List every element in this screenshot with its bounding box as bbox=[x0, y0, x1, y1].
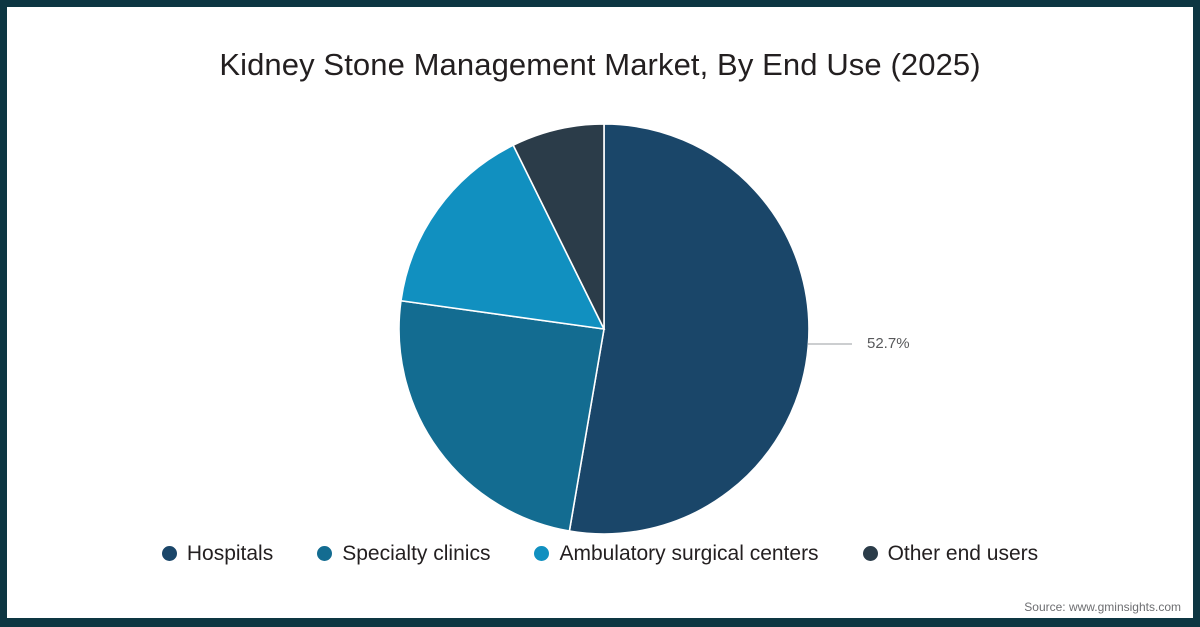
legend-item-label: Specialty clinics bbox=[342, 542, 491, 565]
legend-marker-icon bbox=[161, 546, 177, 561]
legend-marker-icon bbox=[862, 546, 878, 561]
chart-legend: Hospitals Specialty clinics Ambulatory sur… bbox=[7, 543, 1193, 564]
source-attribution: Source: www.gminsights.com bbox=[1024, 600, 1181, 614]
legend-item-label: Other end users bbox=[887, 542, 1039, 565]
legend-item-label: Ambulatory surgical centers bbox=[559, 542, 819, 565]
pie-slice[interactable] bbox=[400, 144, 606, 331]
legend-marker-icon bbox=[534, 546, 550, 561]
chart-canvas: Kidney Stone Management Market, By End U… bbox=[7, 7, 1193, 618]
legend-marker-icon bbox=[317, 546, 333, 561]
pie-slice[interactable] bbox=[398, 299, 605, 532]
page-title: Kidney Stone Management Market, By End U… bbox=[219, 47, 981, 82]
legend-item[interactable]: Ambulatory surgical centers bbox=[534, 542, 819, 565]
legend-item[interactable]: Specialty clinics bbox=[317, 543, 490, 564]
legend-item[interactable]: Other end users bbox=[862, 542, 1039, 565]
legend-item[interactable]: Hospitals bbox=[161, 542, 274, 565]
pie-chart: 52.7% bbox=[7, 7, 1193, 618]
slice-label-hospitals: 52.7% bbox=[867, 335, 910, 352]
pie-chart-svg bbox=[398, 123, 852, 535]
pie-slice-group bbox=[398, 123, 810, 535]
pie-slice[interactable] bbox=[568, 123, 810, 535]
legend-item-label: Hospitals bbox=[186, 542, 274, 565]
pie-slice[interactable] bbox=[512, 123, 605, 330]
